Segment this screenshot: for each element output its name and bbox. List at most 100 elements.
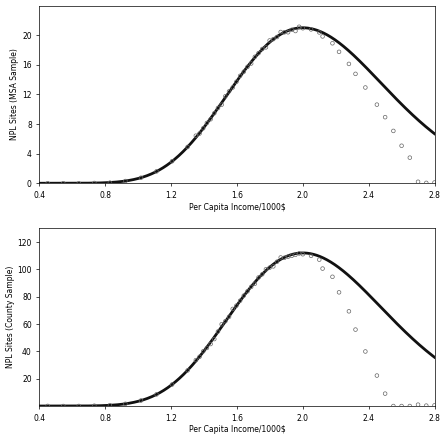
X-axis label: Per Capita Income/1000$: Per Capita Income/1000$ xyxy=(189,425,285,434)
Point xyxy=(373,101,380,108)
Point xyxy=(60,403,67,410)
Point xyxy=(153,391,160,398)
Point xyxy=(200,348,207,355)
Point xyxy=(244,63,251,70)
Point xyxy=(398,142,405,149)
Point xyxy=(106,179,113,186)
Point xyxy=(273,258,281,265)
Point xyxy=(226,88,233,95)
Point xyxy=(299,25,306,32)
Point xyxy=(390,128,397,135)
Point xyxy=(423,180,430,187)
Point xyxy=(255,50,262,57)
Point xyxy=(218,321,225,328)
Point xyxy=(215,328,222,335)
Point xyxy=(292,28,299,35)
Point xyxy=(285,29,292,36)
Point xyxy=(285,253,292,260)
Y-axis label: NPL Sites (MSA Sample): NPL Sites (MSA Sample) xyxy=(10,48,20,140)
Point xyxy=(423,402,430,409)
Point xyxy=(229,84,236,91)
Point xyxy=(270,263,277,270)
Point xyxy=(362,348,369,355)
Point xyxy=(382,390,389,397)
Point xyxy=(352,70,359,77)
Point xyxy=(335,289,343,296)
Point xyxy=(319,265,326,272)
Point xyxy=(184,367,191,374)
Point xyxy=(362,84,369,91)
Point xyxy=(184,143,191,150)
Point xyxy=(288,252,295,259)
Point xyxy=(169,158,176,165)
Point xyxy=(122,400,129,407)
Point xyxy=(137,397,145,404)
Point xyxy=(137,174,145,181)
Point xyxy=(44,403,51,410)
Point xyxy=(244,288,251,295)
Point xyxy=(236,297,244,304)
Point xyxy=(390,403,397,410)
Point xyxy=(373,372,380,379)
Point xyxy=(233,302,240,309)
Point xyxy=(335,48,343,55)
Point xyxy=(75,403,83,410)
Point xyxy=(240,68,248,75)
Point xyxy=(240,292,248,299)
Point xyxy=(91,180,98,187)
Point xyxy=(406,154,413,161)
Point xyxy=(316,29,323,36)
Point xyxy=(153,168,160,175)
Point xyxy=(248,60,255,67)
Point xyxy=(233,78,240,85)
Point xyxy=(431,179,438,186)
Point xyxy=(281,254,288,261)
Point xyxy=(60,180,67,187)
Point xyxy=(382,114,389,121)
Point xyxy=(299,251,306,258)
Point xyxy=(75,180,83,187)
Point xyxy=(406,403,413,410)
Point xyxy=(203,345,211,352)
Point xyxy=(200,125,207,132)
Point xyxy=(203,119,211,126)
Point xyxy=(281,29,288,36)
Point xyxy=(251,280,258,287)
Point xyxy=(262,266,269,273)
Point xyxy=(352,326,359,333)
Point xyxy=(226,313,233,320)
Point xyxy=(259,45,266,52)
Point xyxy=(277,254,284,261)
Point xyxy=(316,256,323,263)
Point xyxy=(196,353,203,360)
Point xyxy=(319,33,326,40)
Point xyxy=(91,402,98,409)
Point xyxy=(398,403,405,410)
Point xyxy=(296,250,303,257)
Point xyxy=(222,93,229,100)
Point xyxy=(266,264,273,271)
Point xyxy=(292,251,299,258)
Point xyxy=(229,305,236,312)
Y-axis label: NPL Sites (County Sample): NPL Sites (County Sample) xyxy=(5,266,15,368)
Point xyxy=(307,252,314,259)
Point xyxy=(236,72,244,79)
Point xyxy=(255,274,262,281)
Point xyxy=(307,26,314,33)
Point xyxy=(414,401,421,408)
Point xyxy=(218,101,225,108)
Point xyxy=(288,26,295,33)
Point xyxy=(259,271,266,278)
Point xyxy=(169,381,176,388)
X-axis label: Per Capita Income/1000$: Per Capita Income/1000$ xyxy=(189,203,285,212)
Point xyxy=(222,318,229,325)
Point xyxy=(345,308,352,315)
Point xyxy=(192,356,199,363)
Point xyxy=(211,336,218,343)
Point xyxy=(122,177,129,184)
Point xyxy=(215,104,222,111)
Point xyxy=(431,402,438,409)
Point xyxy=(329,40,336,47)
Point xyxy=(262,44,269,51)
Point xyxy=(270,36,277,43)
